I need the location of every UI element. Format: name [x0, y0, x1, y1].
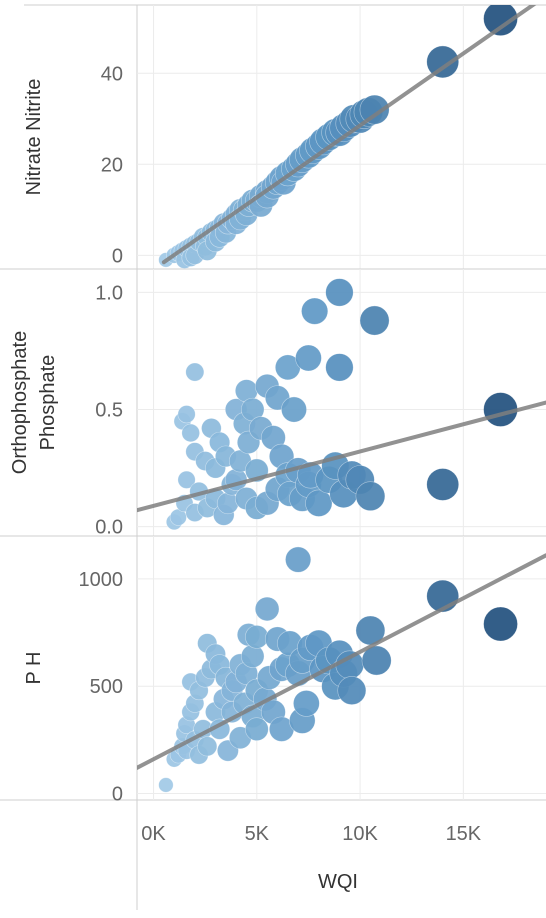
data-point	[337, 676, 367, 705]
y-tick-label: 40	[101, 63, 123, 85]
x-tick-label: 5K	[245, 823, 270, 845]
y-tick-label: 0	[112, 784, 123, 806]
data-point	[177, 405, 196, 424]
data-point	[325, 353, 354, 382]
y-tick-label: 1.0	[95, 282, 123, 304]
data-point	[305, 489, 333, 517]
x-tick-label: 0K	[141, 823, 166, 845]
data-point	[216, 492, 239, 515]
panel-orthophosphate: 0.0 0.5 1.0 Orthophosphate Phosphate	[0, 269, 546, 539]
data-point	[245, 717, 269, 741]
data-point	[240, 644, 265, 668]
trend-line	[137, 400, 546, 513]
trend-line	[161, 5, 537, 265]
panel-ph: 0 500 1000 P H	[23, 536, 546, 806]
data-point	[285, 546, 312, 573]
y-axis-title: Orthophosphate	[9, 331, 31, 474]
data-point	[335, 650, 365, 680]
x-tick-label: 15K	[446, 823, 482, 845]
data-point	[301, 297, 329, 325]
y-tick-label: 0	[112, 245, 123, 267]
data-point	[325, 278, 354, 307]
data-point	[254, 596, 280, 622]
x-tick-label: 10K	[342, 823, 378, 845]
panel-nitrate: 0 20 40 Nitrate Nitrite	[0, 5, 546, 270]
y-tick-label: 500	[90, 676, 123, 698]
y-axis-title: Nitrate Nitrite	[23, 79, 45, 196]
x-axis-title: WQI	[318, 871, 358, 893]
y-tick-label: 0.0	[95, 517, 123, 539]
data-point	[245, 625, 269, 649]
data-point	[293, 690, 320, 717]
data-point	[426, 468, 460, 501]
data-point	[483, 5, 518, 36]
data-point	[355, 481, 386, 511]
chart-frame	[0, 4, 546, 910]
data-point	[181, 423, 200, 443]
data-point	[426, 45, 460, 79]
trend-line	[137, 553, 546, 770]
points-orthophosphate	[165, 278, 518, 531]
data-point	[177, 470, 196, 489]
y-axis-title: Phosphate	[37, 355, 59, 451]
data-point	[295, 344, 322, 372]
data-point	[361, 645, 392, 676]
data-point	[158, 777, 174, 793]
data-point	[197, 736, 218, 757]
y-axis-title: P H	[23, 652, 45, 685]
data-point	[185, 362, 205, 382]
y-tick-label: 1000	[79, 569, 124, 591]
points-nitrate	[158, 5, 518, 269]
data-point	[359, 305, 390, 336]
data-point	[483, 606, 518, 642]
data-point	[359, 94, 390, 125]
y-tick-label: 0.5	[95, 400, 123, 422]
chart-panels: 0 20 40 Nitrate Nitrite 0.0 0.5 1.0 Orthophosph…	[0, 5, 546, 806]
data-point	[281, 396, 307, 423]
x-axis: WQI 0K 5K 10K 15K	[141, 823, 482, 893]
y-tick-label: 20	[101, 154, 123, 176]
